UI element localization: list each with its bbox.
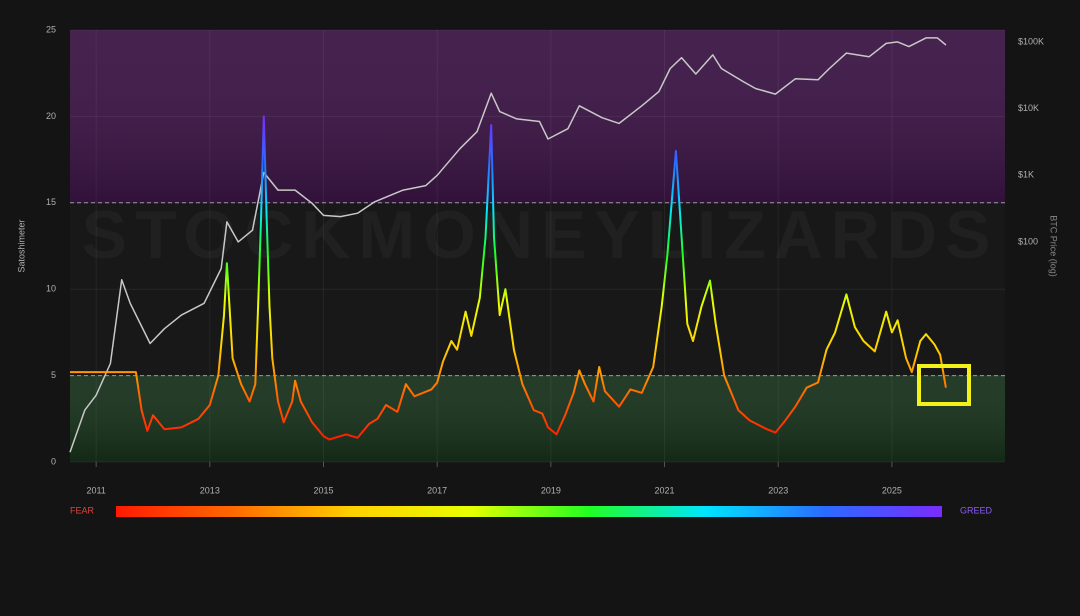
price-line: [69, 37, 947, 453]
y2-tick-label: $100K: [1018, 36, 1044, 46]
x-tick-label: 2025: [882, 485, 902, 495]
colorbar-low-label: FEAR: [70, 505, 95, 515]
y2-tick-label: $1K: [1018, 170, 1034, 180]
lines: [69, 37, 947, 453]
zone-shade: [70, 30, 1005, 203]
y-tick-label: 15: [46, 197, 56, 207]
x-tick-label: 2015: [313, 485, 333, 495]
x-tick-label: 2013: [200, 485, 220, 495]
y2-axis-label: BTC Price (log): [1049, 215, 1059, 277]
satoshimeter-line: [70, 115, 947, 441]
x-tick-label: 2019: [541, 485, 561, 495]
colorbar: [116, 506, 942, 517]
zone-shade: [70, 375, 1005, 462]
y-axis-label: Satoshimeter: [16, 219, 26, 272]
y-tick-label: 20: [46, 111, 56, 121]
y2-tick-label: $100: [1018, 236, 1038, 246]
x-tick-label: 2011: [86, 485, 105, 495]
y-tick-label: 25: [46, 24, 56, 34]
x-tick-label: 2017: [427, 485, 447, 495]
y-tick-label: 5: [51, 370, 56, 380]
x-tick-label: 2021: [655, 485, 675, 495]
highlight-box: [917, 364, 971, 406]
y2-tick-label: $10K: [1018, 103, 1039, 113]
colorbar-high-label: GREED: [960, 505, 993, 515]
x-tick-label: 2023: [768, 485, 788, 495]
y-tick-label: 0: [51, 456, 56, 466]
zones: [70, 30, 1005, 462]
watermark: STOCKMONEYLIZARDS: [82, 197, 999, 273]
y-tick-label: 10: [46, 284, 56, 294]
